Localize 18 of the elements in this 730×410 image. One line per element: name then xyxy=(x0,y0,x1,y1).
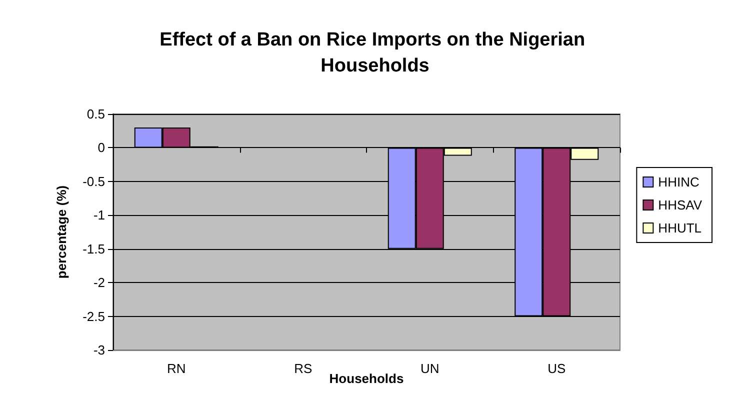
y-tick-label: 0.5 xyxy=(86,106,105,122)
y-tick-label: -1.5 xyxy=(82,241,105,256)
legend-label: HHSAV xyxy=(658,198,702,212)
x-tick-label: RS xyxy=(294,361,312,376)
legend-label: HHINC xyxy=(658,174,700,190)
y-tick-label: -1 xyxy=(93,208,105,223)
x-axis-title: Households xyxy=(329,371,404,386)
x-tick-label: UN xyxy=(420,361,440,376)
y-tick-label: -3 xyxy=(93,342,105,358)
chart-title: Effect of a Ban on Rice Imports on the Nigerian Households xyxy=(160,30,590,76)
legend-label: HHUTL xyxy=(658,220,702,236)
x-tick-label: US xyxy=(548,361,566,376)
y-tick-label: -2 xyxy=(93,275,105,290)
x-tick-label: RN xyxy=(166,361,186,376)
y-axis-title: percentage (%) xyxy=(54,185,69,279)
y-tick-label: -0.5 xyxy=(82,174,105,189)
y-tick-label: 0 xyxy=(98,140,105,156)
y-tick-label: -2.5 xyxy=(82,308,105,324)
